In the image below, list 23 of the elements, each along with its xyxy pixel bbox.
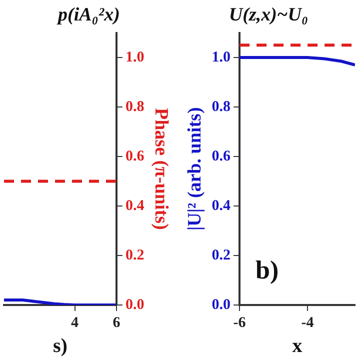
y-tick-label: 1.0 xyxy=(212,49,231,66)
chart-title: U(z,x)~U₀ xyxy=(228,4,308,26)
y2-tick-label: 0.0 xyxy=(125,296,144,313)
x-tick-label: -4 xyxy=(301,314,314,331)
chart-title: p(iA₀²x) xyxy=(56,4,120,26)
y-tick-label: 0.4 xyxy=(212,198,232,214)
y2-tick-label: 1.0 xyxy=(125,49,144,66)
x-tick-label: 4 xyxy=(71,314,80,331)
y2-tick-label: 0.2 xyxy=(125,247,144,264)
y2-tick-label: 0.6 xyxy=(125,148,145,164)
y-tick-label: 0.8 xyxy=(212,98,231,115)
y-tick-label: 0.0 xyxy=(212,296,231,313)
y2-tick-label: 0.4 xyxy=(125,198,145,214)
y2-tick-label: 0.8 xyxy=(125,98,144,115)
y2-axis-title: Phase (π-units) xyxy=(150,108,172,230)
x-axis-title: x xyxy=(292,335,302,358)
y-tick-label: 0.2 xyxy=(212,247,231,264)
x-tick-label: -6 xyxy=(233,314,246,331)
x-tick-label: 6 xyxy=(112,314,121,331)
annotation: b) xyxy=(256,256,279,285)
y-axis-title: |U|² (arb. units) xyxy=(184,107,206,231)
y-tick-label: 0.6 xyxy=(212,148,232,164)
x-axis-title: s) xyxy=(53,335,68,358)
